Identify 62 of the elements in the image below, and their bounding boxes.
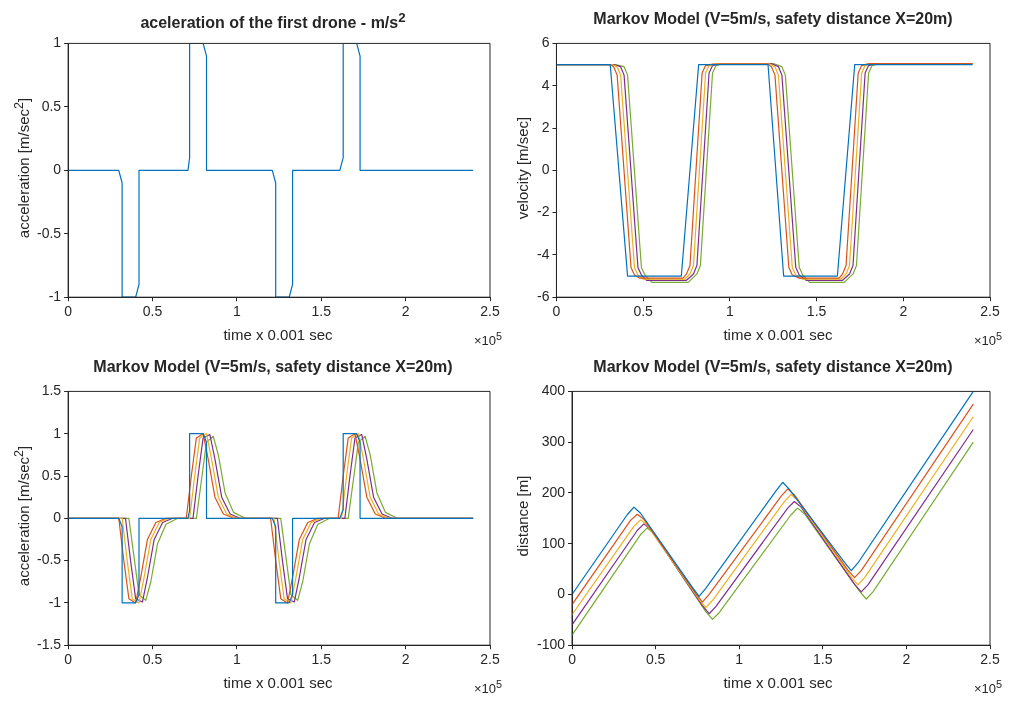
- text: ×10$^{5}$: [973, 678, 1002, 697]
- y-tick-label: -100: [536, 636, 566, 653]
- text: ×10$^{5}$: [473, 678, 502, 697]
- y-tick-label: 0.5: [41, 97, 62, 114]
- y-tick-label: 1.5: [41, 382, 62, 399]
- y-tick-label: -0.5: [37, 551, 62, 568]
- x-axis-title: time x 0.001 sec: [723, 326, 833, 343]
- y-tick-label: 200: [541, 483, 566, 500]
- x-axis-title: time x 0.001 sec: [723, 674, 833, 691]
- y-tick-label: -1: [48, 288, 62, 305]
- chart-title: Markov Model (V=5m/s, safety distance X=20m): [92, 358, 454, 376]
- x-tick-label: 2.5: [980, 303, 1000, 320]
- x-tick-label: 1.5: [813, 651, 833, 668]
- x-tick-label: 2.5: [480, 303, 500, 320]
- y-tick-label: 6: [541, 34, 550, 51]
- chart-title: Markov Model (V=5m/s, safety distance X=20m): [592, 10, 954, 28]
- x-tick-label: 0.5: [645, 651, 666, 668]
- x-tick-label: 1: [725, 303, 734, 320]
- y-tick-label: 0: [53, 161, 62, 178]
- y-tick-label: 0: [53, 509, 62, 526]
- y-tick-label: -4: [537, 245, 550, 262]
- y-tick-label: 100: [541, 534, 566, 551]
- y-tick-label: 2: [541, 118, 550, 135]
- x-tick-label: 1.5: [311, 303, 332, 320]
- x-tick-label: 0.5: [633, 303, 654, 320]
- x-tick-label: 0.5: [142, 303, 163, 320]
- x-axis-title: time x 0.001 sec: [223, 326, 333, 343]
- x-tick-label: 1.5: [806, 303, 827, 320]
- text: ×10$^{5}$: [973, 330, 1002, 349]
- y-tick-label: -6: [537, 288, 550, 305]
- x-tick-label: 2: [899, 303, 908, 320]
- x-tick-label: 2.5: [980, 651, 1000, 668]
- chart-title: Markov Model (V=5m/s, safety distance X=20m): [592, 358, 954, 376]
- x-tick-label: 2.5: [480, 651, 500, 668]
- x-tick-label: 0: [64, 303, 73, 320]
- x-tick-label: 1: [232, 303, 241, 320]
- y-tick-label: -1: [48, 593, 62, 610]
- x-tick-label: 2: [401, 651, 410, 668]
- y-tick-label: 0: [557, 585, 566, 602]
- y-tick-label: -1.5: [37, 636, 62, 653]
- y-axis-title: distance [m]: [513, 475, 531, 557]
- x-tick-label: 1.5: [311, 651, 332, 668]
- x-tick-label: 0.5: [142, 651, 163, 668]
- chart-title: aceleration of the first drone - m/s$^{2}$: [139, 10, 407, 33]
- y-tick-label: 4: [541, 76, 550, 93]
- x-tick-label: 0: [568, 651, 577, 668]
- y-tick-label: 0.5: [41, 466, 62, 483]
- y-tick-label: 1: [53, 34, 62, 51]
- x-tick-label: 0: [64, 651, 73, 668]
- x-tick-label: 2: [401, 303, 410, 320]
- y-tick-label: 300: [541, 433, 566, 450]
- y-tick-label: -2: [537, 203, 550, 220]
- x-tick-label: 1: [735, 651, 744, 668]
- y-tick-label: 400: [541, 382, 566, 399]
- y-tick-label: 0: [541, 161, 550, 178]
- y-tick-label: -0.5: [37, 224, 62, 241]
- y-tick-label: 1: [53, 424, 62, 441]
- text: ×10$^{5}$: [473, 330, 502, 349]
- x-tick-label: 1: [232, 651, 241, 668]
- x-axis-title: time x 0.001 sec: [223, 674, 333, 691]
- y-axis-title: velocity [m/sec]: [513, 116, 531, 220]
- x-tick-label: 2: [902, 651, 911, 668]
